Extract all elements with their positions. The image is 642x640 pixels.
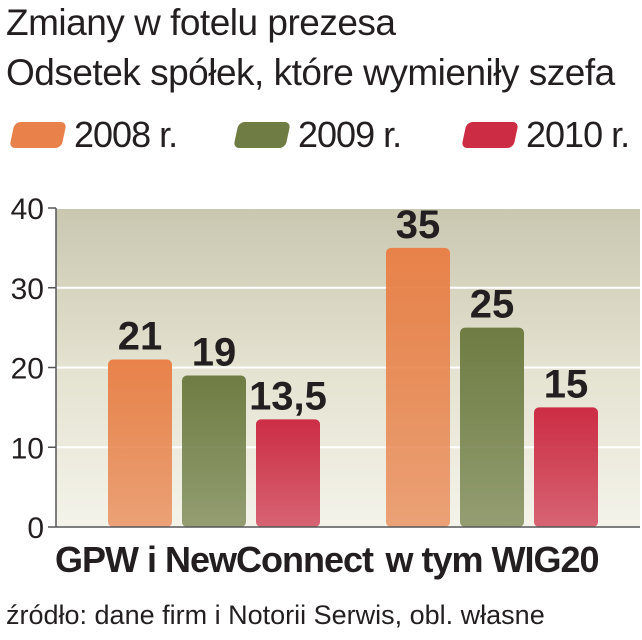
legend-item-2008: 2008 r. [9,112,178,158]
y-tick-label: 30 [11,273,44,306]
y-tick-label: 0 [27,512,44,545]
data-label: 25 [470,283,515,327]
legend: 2008 r. 2009 r. 2010 r. [0,112,642,158]
bar [108,359,172,527]
legend-item-2010: 2010 r. [461,112,630,158]
bar [460,327,524,527]
y-tick-label: 20 [11,353,44,386]
data-label: 19 [192,330,237,374]
y-tick-label: 40 [11,193,44,226]
legend-swatch-2009 [233,122,291,148]
chart-subtitle: Odsetek spółek, które wymieniły szefa [6,52,615,93]
data-label: 13,5 [249,374,327,418]
bar [256,419,320,527]
legend-label-2008: 2008 r. [74,114,178,155]
bar [534,407,598,527]
data-label: 21 [118,315,163,359]
data-label: 35 [396,203,441,247]
category-label: GPW i NewConnect [55,539,374,580]
y-tick-label: 10 [11,432,44,465]
source-note: źródło: dane firm i Notorii Serwis, obl.… [6,600,545,630]
legend-swatch-2008 [9,122,67,148]
bar-chart: 0 10 20 30 40 21 19 13,5 GPW i NewConnect 35 25 15 w… [11,193,640,580]
data-label: 15 [544,362,589,406]
category-label: w tym WIG20 [384,539,598,580]
legend-label-2009: 2009 r. [298,114,402,155]
legend-label-2010: 2010 r. [526,114,630,155]
bar [386,247,450,527]
legend-item-2009: 2009 r. [233,112,402,158]
legend-swatch-2010 [461,122,519,148]
bar [182,375,246,527]
chart-title: Zmiany w fotelu prezesa [6,2,396,43]
